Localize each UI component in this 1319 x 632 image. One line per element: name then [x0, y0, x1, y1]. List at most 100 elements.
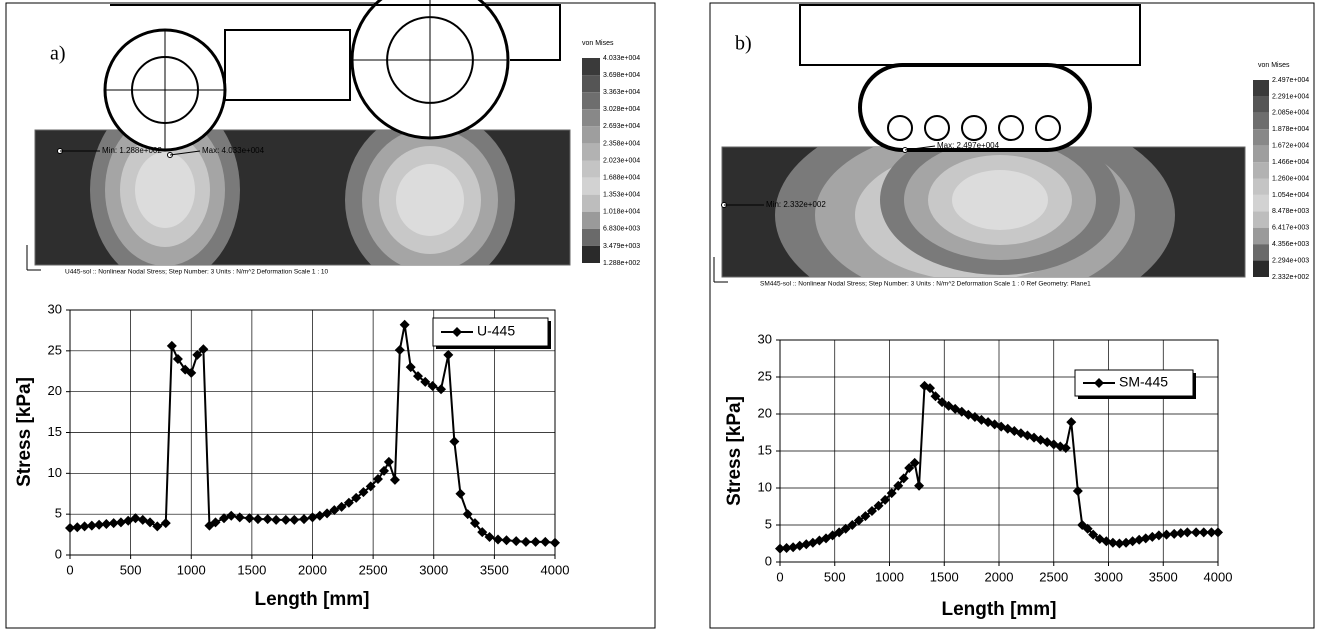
scale-label: 1.878e+004 [1272, 126, 1309, 133]
data-point [322, 508, 333, 519]
data-point [166, 340, 177, 351]
scale-swatch [1253, 178, 1269, 195]
tractor-body [110, 4, 561, 101]
data-point [86, 520, 97, 531]
scale-label: 1.054e+004 [1272, 192, 1309, 199]
data-point [550, 537, 560, 548]
data-point [1191, 527, 1202, 538]
data-point [343, 497, 354, 508]
data-point [394, 345, 405, 356]
data-point [152, 521, 163, 532]
tractor-body [799, 4, 1141, 66]
data-point [358, 487, 369, 498]
data-point [383, 456, 394, 467]
data-point [226, 510, 237, 521]
data-point [79, 521, 90, 532]
scale-swatch [582, 194, 600, 212]
scale-label: 2.291e+004 [1272, 93, 1309, 100]
x-tick-label: 3500 [480, 562, 509, 577]
scale-label: 3.363e+004 [603, 89, 640, 96]
data-point [898, 473, 909, 484]
data-point [493, 534, 504, 545]
contour-group [90, 130, 515, 265]
y-tick-label: 25 [758, 368, 772, 383]
data-point [909, 457, 920, 468]
x-axis-title: Length [mm] [941, 599, 1056, 620]
scale-swatch [582, 109, 600, 127]
scale-label: 2.332e+002 [1272, 274, 1309, 281]
scale-label: 6.417e+003 [1272, 225, 1309, 232]
data-point [1066, 417, 1077, 428]
data-point [427, 380, 438, 391]
data-point [186, 367, 197, 378]
scale-label: 1.672e+004 [1272, 143, 1309, 150]
scale-swatch [1253, 80, 1269, 97]
data-point [372, 474, 383, 485]
x-tick-label: 0 [776, 569, 783, 584]
scale-swatch [582, 245, 600, 263]
scale-swatch [582, 160, 600, 178]
y-tick-label: 10 [48, 465, 62, 480]
scale-swatch [582, 58, 600, 76]
data-point [1107, 537, 1118, 548]
data-point [72, 522, 83, 533]
data-point [886, 488, 897, 499]
data-point [781, 542, 792, 553]
fea-caption: U445-sol :: Nonlinear Nodal Stress; Step… [65, 269, 329, 276]
data-point [1088, 529, 1099, 540]
data-point [145, 517, 156, 528]
data-point [405, 362, 416, 373]
x-tick-label: 2000 [985, 569, 1014, 584]
leader [904, 145, 936, 151]
y-tick-label: 20 [48, 383, 62, 398]
x-tick-label: 0 [66, 562, 73, 577]
x-tick-label: 1000 [875, 569, 904, 584]
data-point [399, 319, 410, 330]
y-tick-label: 5 [55, 506, 62, 521]
data-point [412, 371, 423, 382]
x-axis-title: Length [mm] [254, 589, 369, 610]
data-point [847, 520, 858, 530]
data-point [520, 536, 531, 547]
data-point [1153, 530, 1164, 541]
data-point [1198, 527, 1209, 538]
data-point [280, 514, 291, 525]
scale-swatch [582, 92, 600, 110]
panel-frame [5, 2, 656, 629]
data-point [172, 354, 183, 364]
x-tick-label: 3500 [1149, 569, 1178, 584]
scale-swatch [582, 228, 600, 246]
data-point [192, 349, 203, 360]
y-tick-label: 25 [48, 342, 62, 357]
scale-label: 1.466e+004 [1272, 159, 1309, 166]
scale-label: 2.693e+004 [603, 123, 640, 130]
scale-swatch [582, 143, 600, 161]
data-point [788, 542, 799, 553]
data-point [329, 505, 340, 516]
panel-label: a) [50, 43, 66, 65]
triad [713, 257, 728, 283]
y-tick-label: 15 [48, 424, 62, 439]
y-tick-label: 5 [765, 516, 772, 531]
data-point [801, 539, 812, 550]
scale-label: 3.028e+004 [603, 106, 640, 113]
data-point [130, 513, 141, 524]
data-point [210, 517, 221, 528]
x-tick-label: 4000 [1204, 569, 1233, 584]
legend-marker [1094, 378, 1104, 388]
track [858, 63, 1092, 152]
data-point [65, 523, 75, 534]
x-tick-label: 2500 [1039, 569, 1068, 584]
data-point [860, 511, 871, 522]
roller [1035, 115, 1061, 141]
scale-label: 2.358e+004 [603, 140, 640, 147]
data-point [469, 518, 480, 529]
data-point [501, 535, 512, 546]
scale-label: 3.698e+004 [603, 72, 640, 79]
leader [169, 150, 201, 156]
scale-label: 2.023e+004 [603, 157, 640, 164]
data-point [420, 376, 431, 387]
scale-label: 2.085e+004 [1272, 110, 1309, 117]
y-axis-title: Stress [kPa] [14, 377, 35, 487]
